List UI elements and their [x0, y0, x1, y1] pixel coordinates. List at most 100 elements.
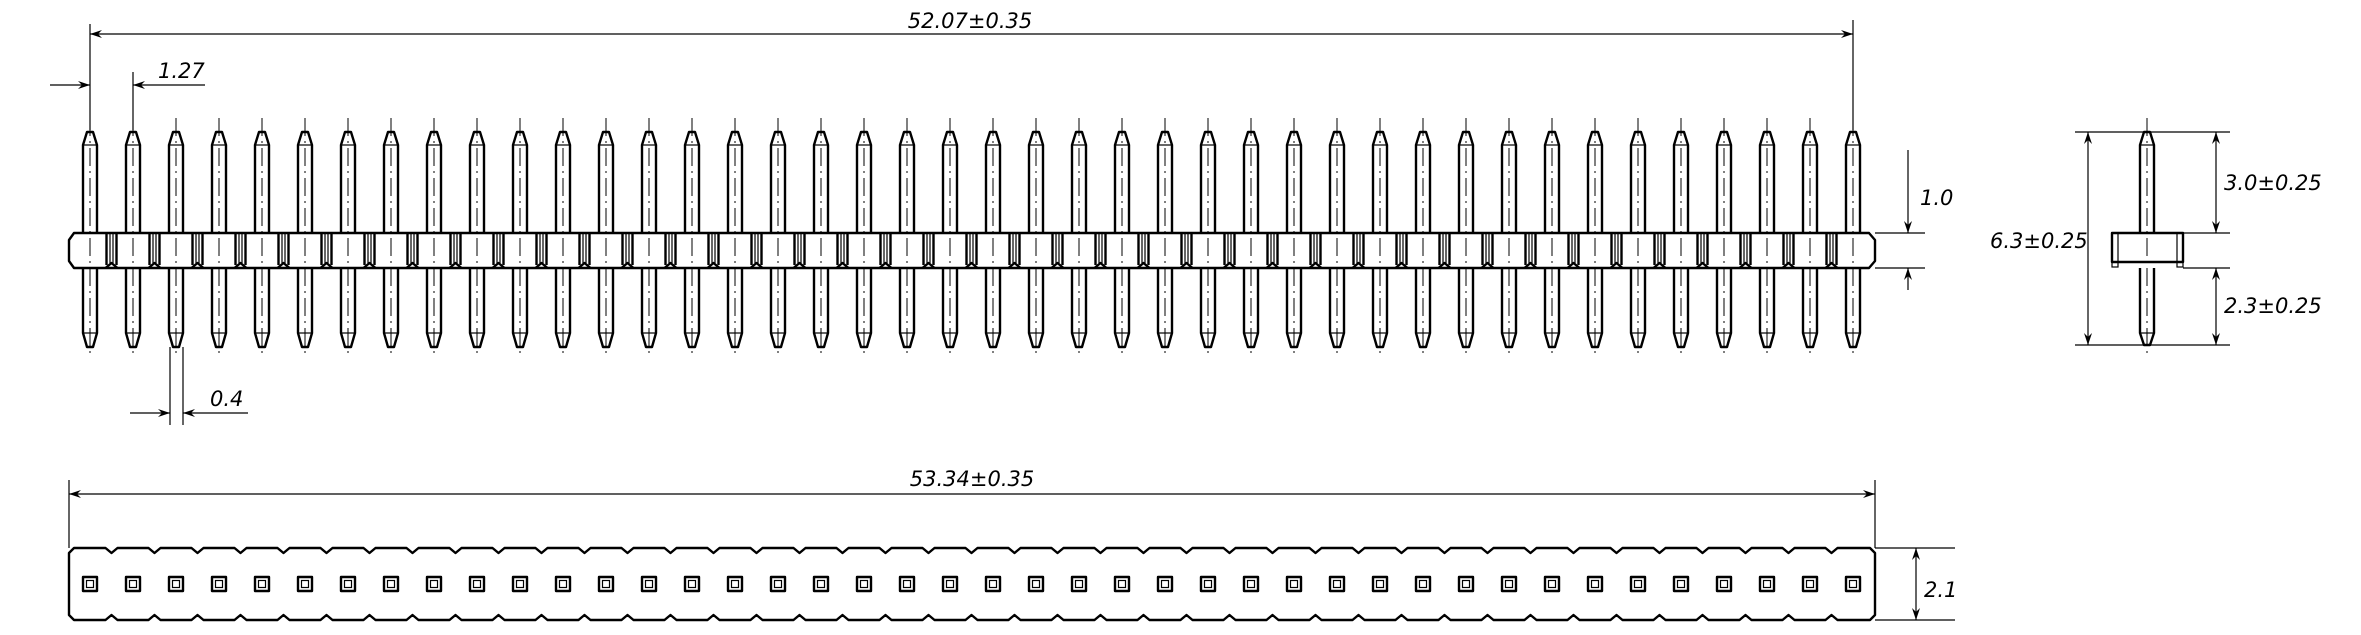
- pin-square-inner: [816, 579, 826, 589]
- segment-notch: [1523, 261, 1538, 269]
- pin-square-outer: [382, 575, 400, 593]
- pin-square: [1070, 575, 1088, 593]
- pin-square: [468, 575, 486, 593]
- pin-square: [253, 575, 271, 593]
- pin-lower: [1715, 268, 1733, 349]
- pin-square-outer: [511, 575, 529, 593]
- pin: [1543, 118, 1581, 358]
- segment-notch: [534, 261, 549, 269]
- side-body-leg: [2176, 232, 2184, 268]
- pin-square-outer: [124, 575, 142, 593]
- pin-square-outer: [1543, 575, 1561, 593]
- pin-square: [683, 575, 701, 593]
- pin: [382, 118, 420, 358]
- pin-lower: [382, 268, 400, 349]
- pin-square: [769, 575, 787, 593]
- pin-lower: [726, 268, 744, 349]
- pin-square-inner: [1590, 579, 1600, 589]
- pin-square-outer: [769, 575, 787, 593]
- segment-notch: [1179, 261, 1194, 269]
- pin-lower: [1070, 268, 1088, 349]
- pin: [1371, 118, 1409, 358]
- pin: [1586, 118, 1624, 358]
- pin-square: [1801, 575, 1819, 593]
- segment-notch: [1437, 261, 1452, 269]
- segment-notch: [448, 261, 463, 269]
- pin-square: [1457, 575, 1475, 593]
- pin-square-outer: [1027, 575, 1045, 593]
- pin-lower: [1285, 268, 1303, 349]
- pin: [1457, 118, 1495, 358]
- segment-notch: [276, 261, 291, 269]
- pin-lower: [1113, 268, 1131, 349]
- segment-notch: [1136, 261, 1151, 269]
- pin-square-inner: [1848, 579, 1858, 589]
- segment-notch: [1394, 261, 1409, 269]
- pin-square-inner: [1160, 579, 1170, 589]
- pin-square: [167, 575, 185, 593]
- pin: [511, 118, 549, 358]
- segment-notch: [147, 261, 162, 269]
- pin-lower: [1629, 268, 1647, 349]
- pin-square-inner: [1117, 579, 1127, 589]
- pin: [339, 118, 377, 358]
- segment-notch: [620, 261, 635, 269]
- pin: [1715, 118, 1753, 358]
- pin-square: [1500, 575, 1518, 593]
- pin-square: [1586, 575, 1604, 593]
- pin: [124, 118, 162, 358]
- pin-lower: [812, 268, 830, 349]
- pin: [296, 118, 334, 358]
- pin-lower: [769, 268, 787, 349]
- segment-notch: [1695, 261, 1710, 269]
- segment-notch: [362, 261, 377, 269]
- pin-square-inner: [343, 579, 353, 589]
- pin-square: [941, 575, 959, 593]
- header-body: [67, 231, 1877, 270]
- pin-square-outer: [1113, 575, 1131, 593]
- pin-square-inner: [171, 579, 181, 589]
- segment-notch: [1824, 261, 1839, 269]
- pin-square-outer: [640, 575, 658, 593]
- pin-lower: [1199, 268, 1217, 349]
- pin-square: [1199, 575, 1217, 593]
- segment-notch: [1652, 261, 1667, 269]
- pin-square-outer: [1414, 575, 1432, 593]
- pin-lower: [511, 268, 529, 349]
- pin-square-inner: [730, 579, 740, 589]
- pin-lower: [898, 268, 916, 349]
- pin-lower: [984, 268, 1002, 349]
- pin-square: [1715, 575, 1733, 593]
- pin: [1156, 118, 1194, 358]
- pin-square-inner: [1762, 579, 1772, 589]
- pin-lower: [1414, 268, 1432, 349]
- pin-square-inner: [472, 579, 482, 589]
- pin: [984, 118, 1022, 358]
- pin: [1758, 118, 1796, 358]
- pin-square: [1285, 575, 1303, 593]
- segment-notch: [706, 261, 721, 269]
- pin-square-outer: [167, 575, 185, 593]
- segment-notch: [792, 261, 807, 269]
- pin-lower: [1371, 268, 1389, 349]
- pin-square: [1414, 575, 1432, 593]
- pin-lower: [1758, 268, 1776, 349]
- pin-square-outer: [1672, 575, 1690, 593]
- pin-lower: [425, 268, 443, 349]
- pin-square-inner: [558, 579, 568, 589]
- bottom-view: [67, 546, 1877, 622]
- pin-lower: [855, 268, 873, 349]
- pin-lower: [1844, 268, 1862, 349]
- pin-lower: [1672, 268, 1690, 349]
- pin-lower: [253, 268, 271, 349]
- pin-square: [554, 575, 572, 593]
- pin-square-outer: [339, 575, 357, 593]
- pin-square: [1156, 575, 1174, 593]
- pin: [1629, 118, 1667, 358]
- pin-square: [1027, 575, 1045, 593]
- pin-square-inner: [1289, 579, 1299, 589]
- segment-notch: [964, 261, 979, 269]
- pin-square-outer: [1199, 575, 1217, 593]
- pin-square-outer: [253, 575, 271, 593]
